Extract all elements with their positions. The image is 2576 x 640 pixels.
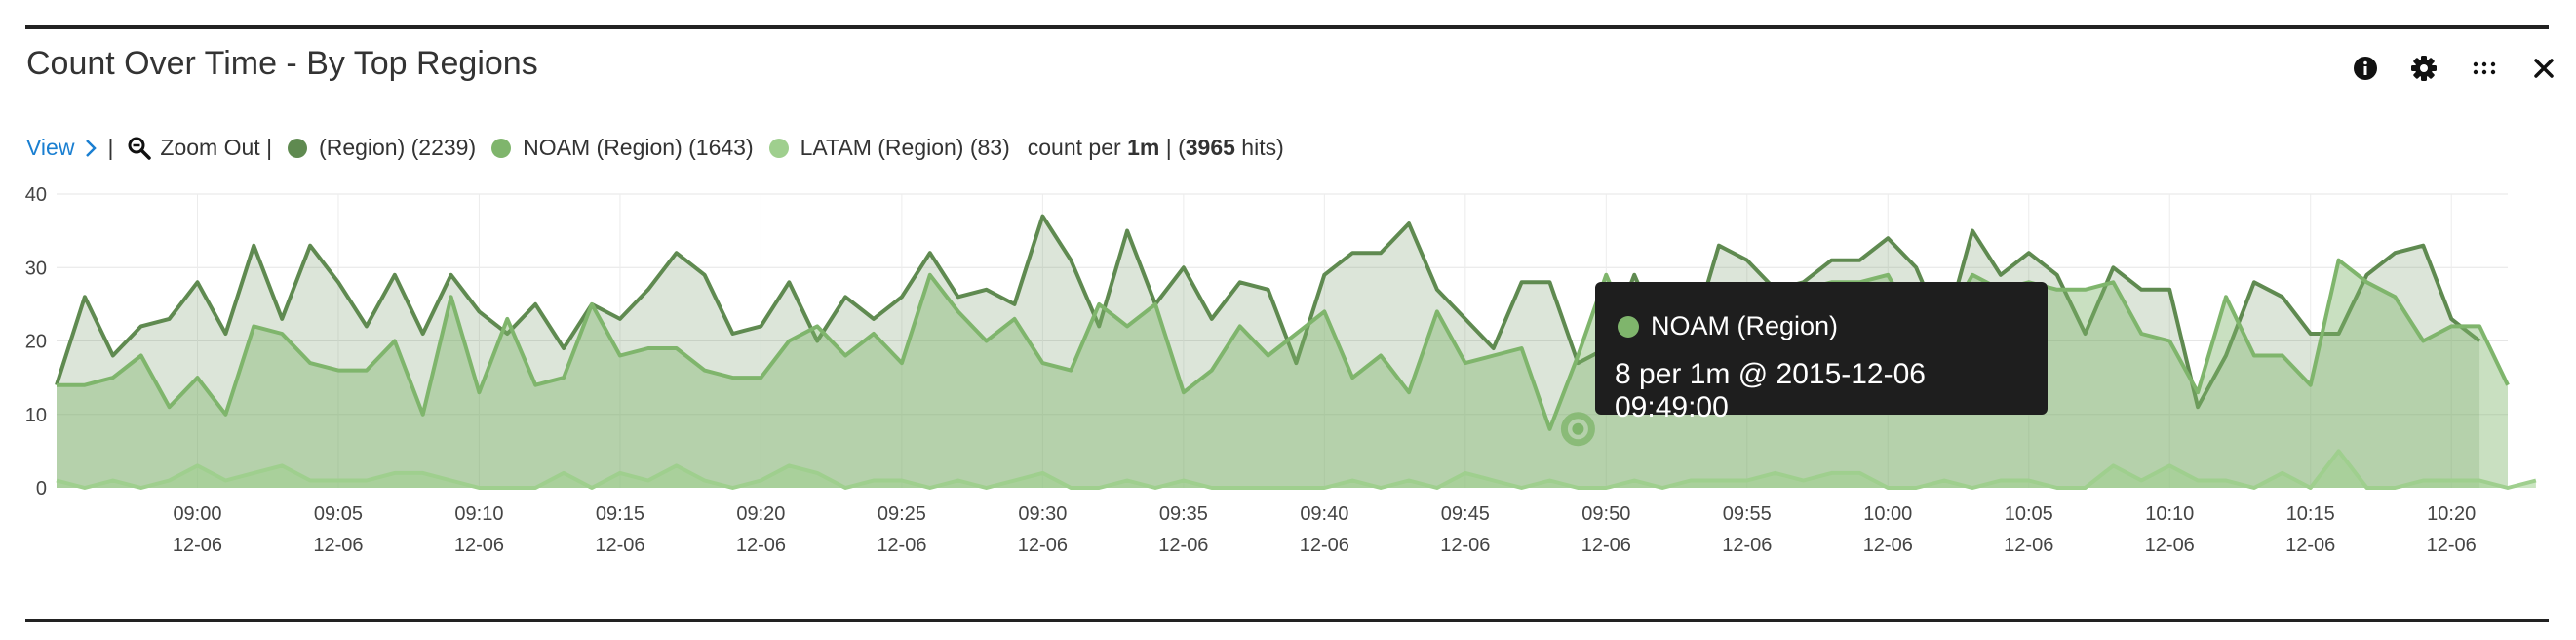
legend-item-region[interactable]: (Region) (2239) xyxy=(288,135,476,161)
x-tick-label: 09:25 xyxy=(878,503,926,525)
x-tick-label: 09:30 xyxy=(1018,503,1067,525)
x-tick-label: 09:10 xyxy=(454,503,503,525)
x-tick-date: 12-06 xyxy=(1722,535,1772,556)
x-tick-label: 09:15 xyxy=(596,503,644,525)
chart-legend: View | Zoom Out | (Region) (2239) NOAM (… xyxy=(26,135,1284,161)
count-suffix: hits) xyxy=(1234,135,1284,160)
x-tick-label: 09:20 xyxy=(736,503,785,525)
zoom-out-button[interactable]: Zoom Out | xyxy=(127,135,272,161)
x-tick-label: 09:40 xyxy=(1300,503,1348,525)
line-noam xyxy=(57,258,2510,431)
chevron-right-icon xyxy=(86,139,98,157)
zoom-out-label: Zoom Out | xyxy=(160,135,273,160)
x-tick-date: 12-06 xyxy=(2004,535,2053,556)
x-tick-label: 09:00 xyxy=(173,503,221,525)
x-tick-label: 10:15 xyxy=(2286,503,2335,525)
tooltip-series-label: NOAM (Region) xyxy=(1651,311,1839,340)
x-tick-label: 10:10 xyxy=(2145,503,2194,525)
x-tick-date: 12-06 xyxy=(1300,535,1349,556)
x-tick-label: 10:05 xyxy=(2005,503,2053,525)
legend-label-noam: NOAM (Region) (1643) xyxy=(523,135,754,160)
view-label: View xyxy=(26,135,75,160)
x-tick-date: 12-06 xyxy=(877,535,926,556)
y-tick-label: 10 xyxy=(25,405,47,426)
legend-swatch-region xyxy=(288,138,308,158)
y-tick-label: 40 xyxy=(25,184,47,206)
panel-title: Count Over Time - By Top Regions xyxy=(26,45,538,82)
x-tick-date: 12-06 xyxy=(1863,535,1913,556)
view-menu-link[interactable]: View xyxy=(26,135,99,161)
x-tick-label: 09:55 xyxy=(1723,503,1772,525)
line-latam xyxy=(56,449,2537,490)
tooltip-swatch xyxy=(1618,315,1639,338)
count-mid: | ( xyxy=(1159,135,1186,160)
x-tick-date: 12-06 xyxy=(1440,535,1490,556)
hit-count-summary: count per 1m | (3965 hits) xyxy=(1028,135,1284,161)
area-latam xyxy=(57,451,2536,488)
grid-dots-icon[interactable] xyxy=(2467,51,2502,86)
tooltip-value: 8 per 1m @ 2015-12-06 09:49:00 xyxy=(1615,358,1926,423)
x-tick-date: 12-06 xyxy=(1158,535,1208,556)
gear-icon[interactable] xyxy=(2406,51,2441,86)
bottom-divider xyxy=(25,619,2549,622)
x-tick-label: 09:35 xyxy=(1159,503,1208,525)
tooltip-series: NOAM (Region) xyxy=(1618,311,1838,341)
top-divider xyxy=(25,25,2549,29)
hover-point-center xyxy=(1572,422,1584,435)
x-tick-label: 09:05 xyxy=(314,503,363,525)
x-tick-date: 12-06 xyxy=(313,535,363,556)
y-tick-label: 0 xyxy=(36,478,47,500)
close-icon[interactable] xyxy=(2526,51,2561,86)
x-tick-date: 12-06 xyxy=(1018,535,1068,556)
legend-label-latam: LATAM (Region) (83) xyxy=(800,135,1010,160)
x-tick-date: 12-06 xyxy=(2285,535,2335,556)
count-prefix: count per xyxy=(1027,135,1128,160)
x-tick-date: 12-06 xyxy=(736,535,786,556)
y-tick-label: 30 xyxy=(25,258,47,279)
x-tick-date: 12-06 xyxy=(595,535,644,556)
info-icon[interactable] xyxy=(2348,51,2383,86)
legend-separator: | xyxy=(107,135,114,160)
hover-point xyxy=(1560,412,1595,447)
legend-swatch-latam xyxy=(768,138,789,158)
y-tick-label: 20 xyxy=(25,332,47,353)
x-tick-label: 10:20 xyxy=(2427,503,2476,525)
x-tick-label: 10:00 xyxy=(1863,503,1912,525)
chart-tooltip: NOAM (Region) 8 per 1m @ 2015-12-06 09:4… xyxy=(1595,282,2048,423)
x-tick-date: 12-06 xyxy=(2427,535,2477,556)
x-tick-date: 12-06 xyxy=(454,535,504,556)
legend-item-latam[interactable]: LATAM (Region) (83) xyxy=(768,135,1010,161)
count-over-time-chart[interactable]: 0 10 20 30 40 09:00 12-06 09:05 12-06 09:10 12-06 0… xyxy=(0,176,2576,585)
x-tick-date: 12-06 xyxy=(2145,535,2195,556)
line-region xyxy=(55,214,2481,410)
magnifier-icon xyxy=(128,137,152,160)
count-interval: 1m xyxy=(1127,135,1160,160)
x-tick-date: 12-06 xyxy=(1581,535,1631,556)
legend-swatch-noam xyxy=(491,138,512,158)
x-tick-label: 09:45 xyxy=(1441,503,1490,525)
x-tick-label: 09:50 xyxy=(1581,503,1630,525)
legend-label-region: (Region) (2239) xyxy=(319,135,477,160)
x-tick-date: 12-06 xyxy=(173,535,222,556)
legend-item-noam[interactable]: NOAM (Region) (1643) xyxy=(491,135,754,161)
count-hits: 3965 xyxy=(1185,135,1235,160)
